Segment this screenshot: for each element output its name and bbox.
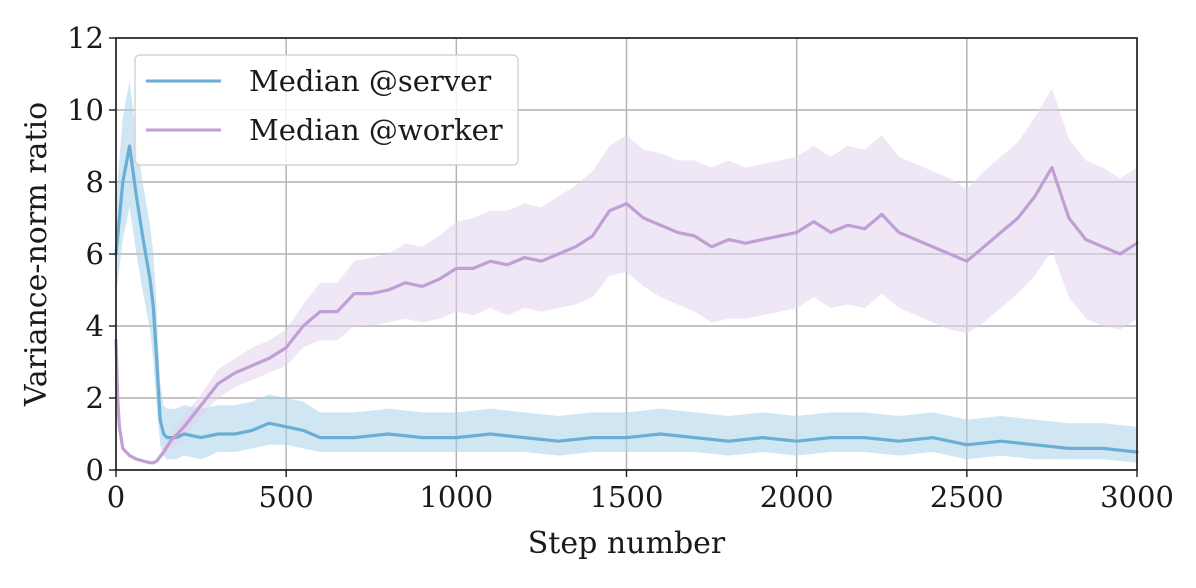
legend-label-server: Median @server — [249, 64, 491, 98]
x-tick-label: 2000 — [760, 480, 834, 514]
y-tick-label: 8 — [86, 165, 104, 199]
y-tick-label: 6 — [86, 237, 104, 271]
x-tick-label: 3000 — [1100, 480, 1174, 514]
x-tick-label: 0 — [107, 480, 125, 514]
y-tick-label: 4 — [86, 309, 104, 343]
x-tick-label: 1000 — [419, 480, 493, 514]
y-tick-label: 12 — [67, 21, 104, 55]
x-tick-label: 500 — [258, 480, 313, 514]
x-tick-label: 2500 — [930, 480, 1004, 514]
legend-label-worker: Median @worker — [249, 113, 503, 147]
x-tick-label: 1500 — [590, 480, 664, 514]
y-tick-label: 2 — [86, 381, 104, 415]
x-axis-label: Step number — [528, 526, 726, 561]
y-tick-label: 10 — [67, 93, 104, 127]
y-tick-label: 0 — [86, 453, 104, 487]
y-axis-label: Variance-norm ratio — [19, 102, 54, 407]
legend: Median @server Median @worker — [135, 55, 518, 165]
